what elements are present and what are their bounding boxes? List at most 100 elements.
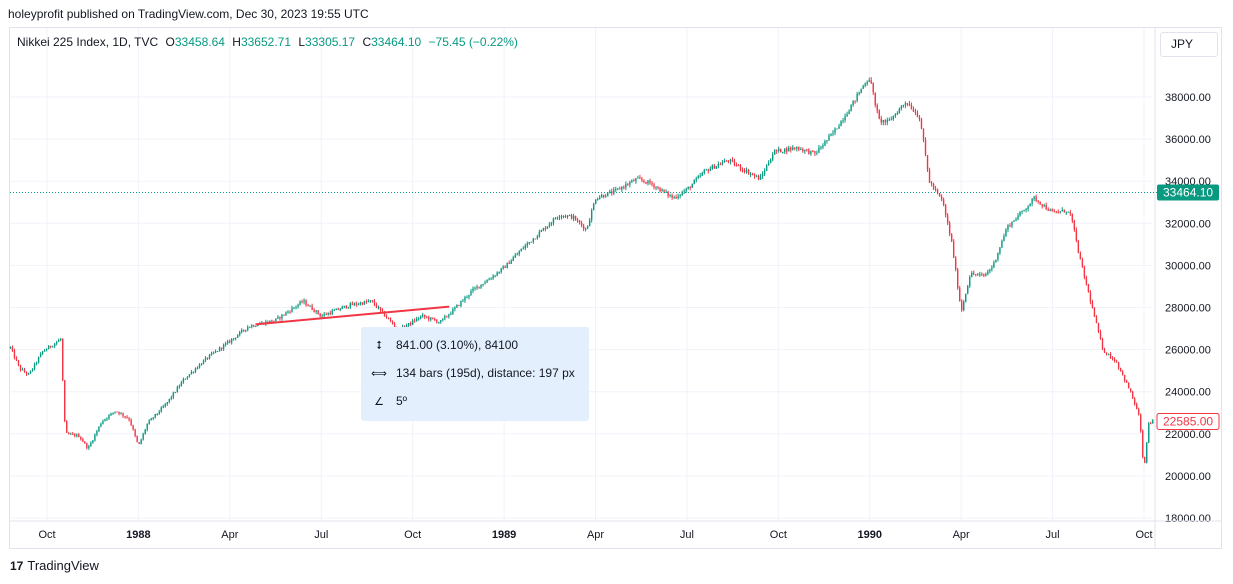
candle-body xyxy=(625,184,627,188)
candle-body xyxy=(1023,209,1025,212)
candle-body xyxy=(902,105,905,107)
candle-body xyxy=(981,274,983,276)
candle-body xyxy=(663,189,665,192)
candle-body xyxy=(580,222,583,226)
candle-body xyxy=(337,308,339,310)
candle-body xyxy=(546,226,549,229)
candle-body xyxy=(814,151,816,154)
candle-body xyxy=(777,148,780,152)
candle-body xyxy=(234,337,237,339)
candle-body xyxy=(405,325,408,329)
candle-body xyxy=(470,291,472,295)
candle-body xyxy=(900,106,903,109)
candle-body xyxy=(1133,398,1136,405)
candle-body xyxy=(1079,252,1082,260)
candle-body xyxy=(1144,456,1146,463)
candle-body xyxy=(1146,442,1148,463)
candle-body xyxy=(878,110,880,119)
candle-body xyxy=(228,341,231,343)
candle-body xyxy=(1065,212,1067,214)
candle-body xyxy=(1140,414,1142,432)
candle-body xyxy=(1037,200,1039,202)
candle-body xyxy=(13,350,16,358)
candle-body xyxy=(852,100,854,106)
candle-body xyxy=(910,105,913,110)
measure-price-row: ⭥ 841.00 (3.10%), 84100 xyxy=(371,337,518,353)
time-tick-label: Apr xyxy=(587,529,604,541)
candle-body xyxy=(1041,204,1043,207)
time-tick-label: Jul xyxy=(680,529,694,541)
candle-body xyxy=(844,116,846,121)
candle-series xyxy=(9,77,1154,464)
candle-body xyxy=(86,443,88,449)
currency-button[interactable]: JPY xyxy=(1160,32,1218,57)
measure-price-text: 841.00 (3.10%), 84100 xyxy=(396,338,519,352)
candle-body xyxy=(1061,209,1063,212)
candle-body xyxy=(194,368,197,372)
candle-body xyxy=(299,301,301,305)
candle-body xyxy=(160,407,162,412)
candle-body xyxy=(524,245,526,249)
grid-lines xyxy=(10,28,1152,521)
candle-body xyxy=(948,223,951,235)
candle-body xyxy=(522,248,524,250)
candle-body xyxy=(325,314,327,316)
candle-body xyxy=(607,192,609,197)
candle-body xyxy=(780,148,782,153)
candle-body xyxy=(450,313,452,315)
candle-body xyxy=(802,149,804,152)
candle-body xyxy=(808,149,810,154)
candle-body xyxy=(468,294,470,297)
candle-body xyxy=(339,309,341,311)
candle-body xyxy=(1051,209,1053,212)
candle-body xyxy=(1001,240,1003,248)
candle-body xyxy=(846,114,848,117)
candle-body xyxy=(1025,209,1027,211)
candle-body xyxy=(333,310,335,312)
candle-body xyxy=(440,320,442,323)
candle-body xyxy=(458,305,460,307)
candle-body xyxy=(1121,371,1124,375)
candle-body xyxy=(1152,420,1154,424)
candle-body xyxy=(393,323,396,327)
candle-body xyxy=(1148,423,1150,443)
candle-body xyxy=(1033,196,1035,199)
candle-body xyxy=(456,305,458,308)
candle-body xyxy=(548,224,551,227)
candle-body xyxy=(53,343,56,347)
candle-body xyxy=(480,284,482,288)
candle-body xyxy=(23,369,26,373)
candle-body xyxy=(759,176,762,180)
tradingview-brand[interactable]: 17 TradingView xyxy=(10,558,99,573)
candle-body xyxy=(1039,201,1041,205)
candle-body xyxy=(1097,323,1100,332)
symbol-title[interactable]: Nikkei 225 Index, 1D, TVC xyxy=(17,35,159,49)
candle-body xyxy=(870,80,872,84)
candle-body xyxy=(1047,209,1049,211)
candle-body xyxy=(936,189,939,194)
candle-body xyxy=(11,346,14,351)
candle-body xyxy=(568,215,571,217)
candle-body xyxy=(464,297,466,301)
candle-body xyxy=(850,105,852,112)
candle-body xyxy=(383,311,386,317)
measure-angle-row: ∠ 5º xyxy=(371,393,407,409)
candle-body xyxy=(315,310,317,312)
candle-body xyxy=(432,317,434,319)
price-tick-label: 18000.00 xyxy=(1165,513,1211,525)
candle-body xyxy=(293,307,295,309)
candle-body xyxy=(584,228,587,230)
candle-body xyxy=(230,339,233,343)
candle-body xyxy=(224,343,227,345)
candle-body xyxy=(349,303,352,308)
candle-body xyxy=(1117,362,1120,368)
candle-body xyxy=(500,268,502,273)
time-tick-label: Jul xyxy=(1046,529,1060,541)
time-tick-label: Oct xyxy=(770,529,787,541)
candle-body xyxy=(971,272,973,278)
candle-body xyxy=(669,195,671,197)
measure-tooltip: ⭥ 841.00 (3.10%), 84100 ⟺ 134 bars (195d),… xyxy=(361,327,589,421)
candle-body xyxy=(216,350,219,352)
candle-body xyxy=(562,216,565,218)
